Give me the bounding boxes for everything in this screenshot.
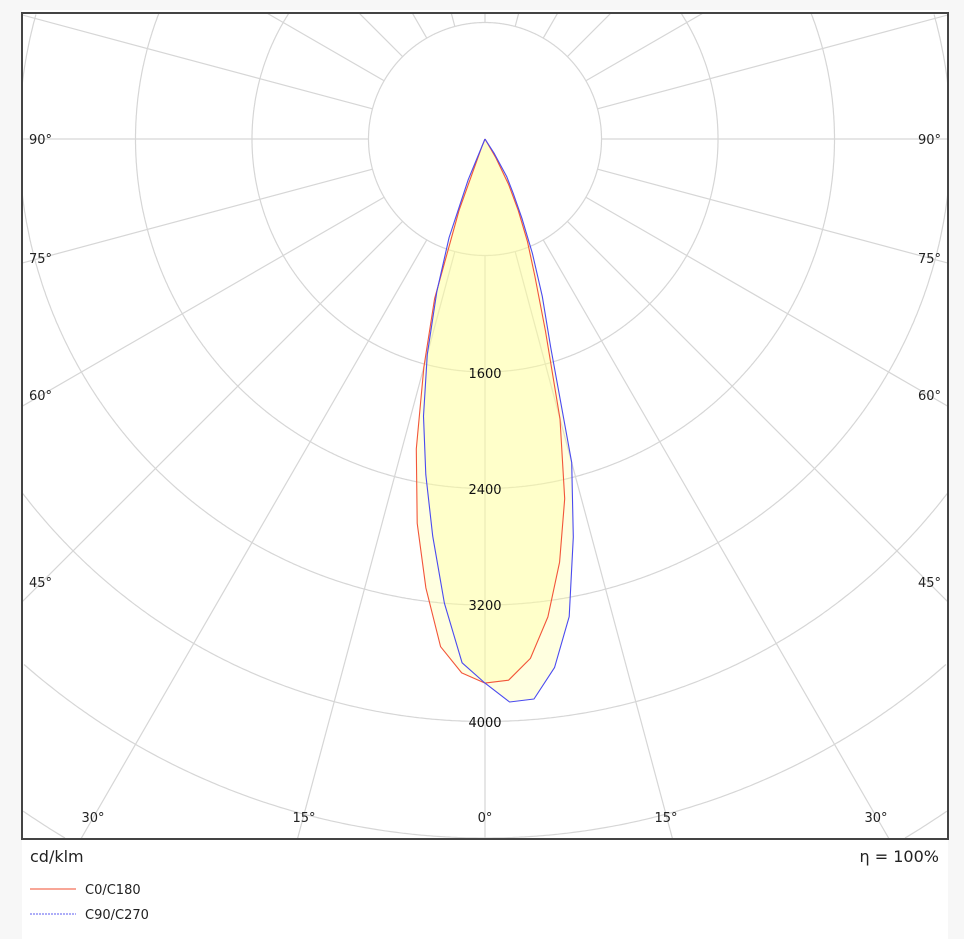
grid-ring-1600 bbox=[251, 13, 719, 373]
grid-spoke-60 bbox=[585, 196, 948, 407]
efficiency-label: η = 100% bbox=[860, 847, 939, 866]
grid-spoke-30 bbox=[542, 239, 890, 839]
angle-label-right-90: 90° bbox=[918, 133, 941, 148]
radial-label-4000: 4000 bbox=[468, 716, 501, 731]
grid-ring-1600 bbox=[681, 13, 719, 139]
grid-spoke-165 bbox=[514, 13, 520, 27]
angle-label-bottom-30-right: 30° bbox=[864, 811, 887, 826]
grid-ring-5600 bbox=[904, 810, 948, 839]
angle-label-right-60: 60° bbox=[918, 389, 941, 404]
angle-label-bottom-30-left: 30° bbox=[81, 811, 104, 826]
angle-labels: 90° 75° 60° 45° 90° 75° 60° 45° 30° 15° … bbox=[29, 133, 941, 826]
series-line-c0-c180 bbox=[415, 138, 566, 684]
angle-label-bottom-15-right: 15° bbox=[654, 811, 677, 826]
grid-spoke-45 bbox=[566, 220, 948, 603]
unit-label: cd/klm bbox=[30, 847, 84, 866]
radial-label-1600: 1600 bbox=[468, 367, 501, 382]
grid-spoke-330 bbox=[80, 239, 428, 839]
grid-spoke-195 bbox=[450, 13, 456, 27]
grid-spoke-15 bbox=[514, 251, 674, 839]
legend: C0/C180 C90/C270 bbox=[30, 883, 149, 923]
angle-label-right-75: 75° bbox=[918, 252, 941, 267]
grid-spoke-315 bbox=[22, 220, 404, 603]
grid-ring-2400 bbox=[810, 13, 836, 139]
angle-label-left-60: 60° bbox=[29, 389, 52, 404]
curves bbox=[415, 138, 574, 703]
angle-label-left-90: 90° bbox=[29, 133, 52, 148]
grid-spoke-135 bbox=[566, 13, 612, 58]
grid-spoke-105 bbox=[597, 14, 948, 110]
grid-spoke-300 bbox=[22, 196, 385, 407]
grid-ring-3200 bbox=[933, 14, 948, 85]
legend-label-c0-c180: C0/C180 bbox=[85, 883, 141, 898]
series-line-c90-c270 bbox=[422, 138, 574, 703]
grid-spoke-285 bbox=[22, 168, 373, 264]
grid-ring-3200 bbox=[22, 14, 37, 85]
grid-spoke-255 bbox=[22, 14, 373, 110]
radial-labels: 1600 2400 3200 4000 bbox=[468, 367, 501, 731]
grid-spoke-210 bbox=[411, 13, 428, 39]
angle-label-bottom-0: 0° bbox=[478, 811, 493, 826]
grid-spoke-120 bbox=[585, 13, 704, 82]
angle-label-bottom-15-left: 15° bbox=[292, 811, 315, 826]
plot-border bbox=[21, 12, 949, 840]
angle-label-left-75: 75° bbox=[29, 252, 52, 267]
angle-label-left-45: 45° bbox=[29, 576, 52, 591]
grid-spoke-345 bbox=[296, 251, 456, 839]
grid-spoke-150 bbox=[542, 13, 559, 39]
grid-spoke-225 bbox=[358, 13, 404, 58]
series-fill-0 bbox=[416, 139, 565, 684]
radial-label-2400: 2400 bbox=[468, 483, 501, 498]
grid-spoke-75 bbox=[597, 168, 948, 264]
grid-spoke-240 bbox=[266, 13, 385, 82]
angle-label-right-45: 45° bbox=[918, 576, 941, 591]
legend-label-c90-c270: C90/C270 bbox=[85, 908, 149, 923]
grid-ring-2400 bbox=[134, 13, 836, 490]
grid-ring-5600 bbox=[22, 810, 66, 839]
radial-label-3200: 3200 bbox=[468, 599, 501, 614]
